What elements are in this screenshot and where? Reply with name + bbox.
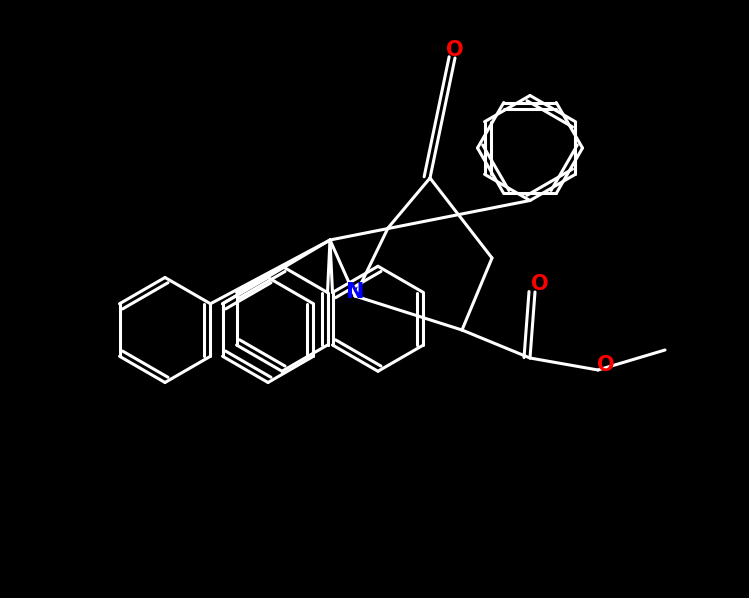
Text: N: N	[346, 282, 364, 302]
Text: O: O	[531, 274, 549, 294]
Text: O: O	[446, 41, 464, 60]
Text: O: O	[597, 355, 614, 375]
